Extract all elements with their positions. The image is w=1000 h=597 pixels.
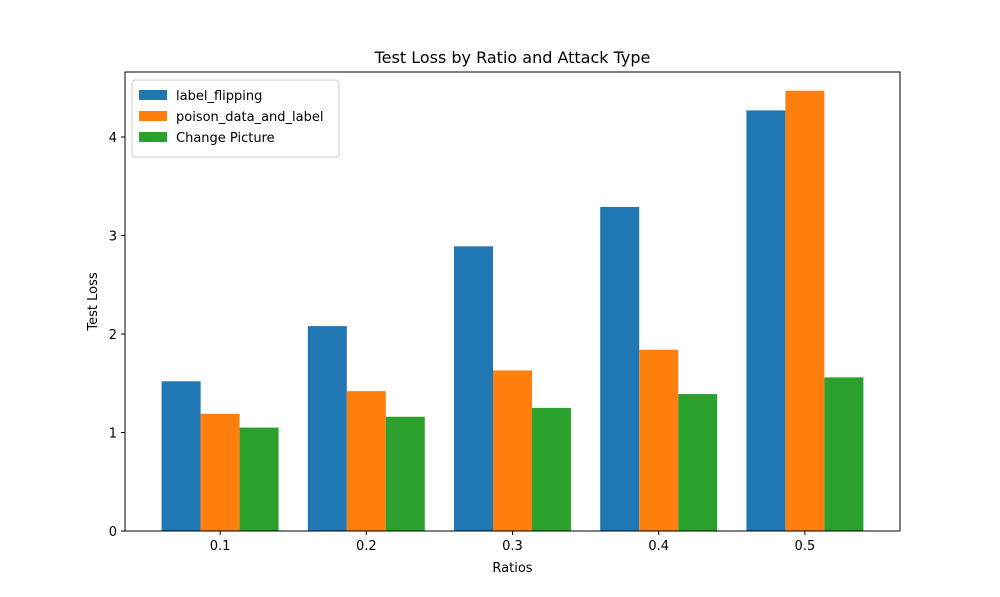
y-tick-label-3: 3 xyxy=(109,230,117,245)
x-tick-label-0.4: 0.4 xyxy=(648,539,669,554)
legend-label-label_flipping: label_flipping xyxy=(176,89,262,104)
bar-poison_data_and_label-0.2 xyxy=(346,391,386,531)
x-tick-label-0.3: 0.3 xyxy=(502,539,523,554)
bar-poison_data_and_label-0.1 xyxy=(200,413,240,531)
legend-swatch-label_flipping xyxy=(139,90,167,100)
legend-box xyxy=(131,79,340,158)
bar-label_flipping-0.4 xyxy=(600,206,640,531)
legend-label-Change Picture: Change Picture xyxy=(176,131,275,146)
y-axis-label: Test Loss xyxy=(86,272,101,331)
y-tick-label-4: 4 xyxy=(109,131,117,146)
x-tick-label-0.5: 0.5 xyxy=(795,539,816,554)
bar-label_flipping-0.1 xyxy=(161,381,201,531)
bar-label_flipping-0.3 xyxy=(454,246,494,532)
x-axis-label: Ratios xyxy=(492,561,532,576)
y-tick-label-0: 0 xyxy=(109,525,117,540)
y-tick-label-2: 2 xyxy=(109,328,117,343)
legend-swatch-poison_data_and_label xyxy=(139,111,167,121)
plot-area xyxy=(161,90,864,532)
bar-Change Picture-0.1 xyxy=(239,427,279,531)
bar-label_flipping-0.2 xyxy=(307,326,347,531)
bar-poison_data_and_label-0.5 xyxy=(785,90,825,531)
bar-Change Picture-0.5 xyxy=(824,377,864,531)
bar-poison_data_and_label-0.4 xyxy=(639,349,679,531)
y-axis: 0 1 2 3 4 xyxy=(109,131,125,540)
bar-Change Picture-0.2 xyxy=(385,416,425,531)
legend-swatch-Change Picture xyxy=(139,132,167,142)
legend-label-poison_data_and_label: poison_data_and_label xyxy=(176,110,323,125)
x-tick-label-0.1: 0.1 xyxy=(210,539,231,554)
bar-Change Picture-0.4 xyxy=(678,394,718,531)
bar-Change Picture-0.3 xyxy=(531,407,571,531)
x-tick-label-0.2: 0.2 xyxy=(356,539,377,554)
chart-title: Test Loss by Ratio and Attack Type xyxy=(374,48,651,67)
legend: label_flipping poison_data_and_label Chang… xyxy=(131,79,340,158)
bar-label_flipping-0.5 xyxy=(746,110,786,532)
x-axis: 0.1 0.2 0.3 0.4 0.5 xyxy=(210,531,815,554)
y-tick-label-1: 1 xyxy=(109,427,117,442)
bar-poison_data_and_label-0.3 xyxy=(493,370,532,531)
